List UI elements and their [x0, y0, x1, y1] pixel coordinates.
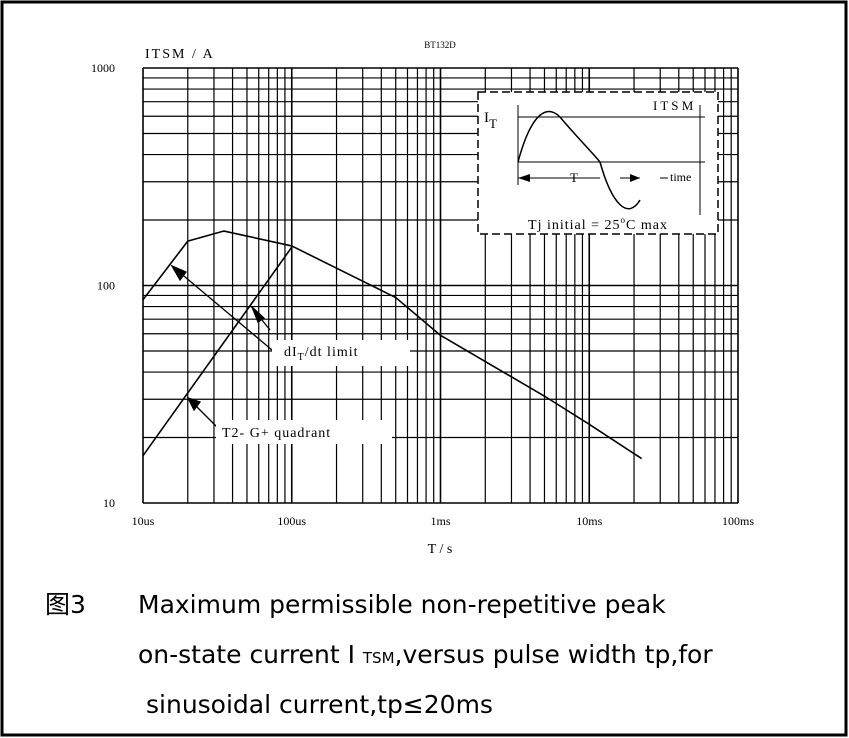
x-axis-label: T / s	[428, 542, 453, 557]
inset-condition: Tj initial = 25oC max	[528, 215, 668, 233]
x-tick-label: 100us	[277, 514, 306, 528]
annotation-box	[216, 420, 392, 444]
caption-line: on-state current I TSM,versus pulse widt…	[138, 640, 713, 669]
series-line	[142, 246, 293, 457]
caption-line: sinusoidal current,tp≤20ms	[146, 690, 493, 719]
annotation-box	[272, 340, 410, 366]
chart-title: BT132D	[424, 40, 456, 50]
quadrant-label: T2- G+ quadrant	[222, 426, 331, 441]
y-tick-label: 1000	[91, 61, 115, 75]
x-tick-label: 100ms	[722, 514, 754, 528]
caption-label: 图3	[45, 590, 86, 619]
inset	[477, 91, 719, 235]
grid	[142, 67, 739, 504]
inset-period: T	[570, 170, 578, 185]
y-tick-label: 10	[103, 496, 115, 510]
y-axis-label: ITSM / A	[145, 47, 215, 62]
didt-label: dIT/dt limit	[284, 345, 359, 363]
x-tick-label: 10ms	[576, 514, 602, 528]
caption-line: Maximum permissible non-repetitive peak	[138, 590, 666, 619]
lines	[142, 230, 643, 460]
x-tick-label: 1ms	[430, 514, 450, 528]
y-tick-label: 100	[97, 279, 115, 293]
series-line	[142, 230, 643, 460]
x-tick-label: 10us	[132, 514, 155, 528]
inset-axis-label: IT	[484, 110, 497, 131]
inset-itsm: I T S M	[653, 98, 694, 113]
inset-time: time	[670, 170, 691, 184]
